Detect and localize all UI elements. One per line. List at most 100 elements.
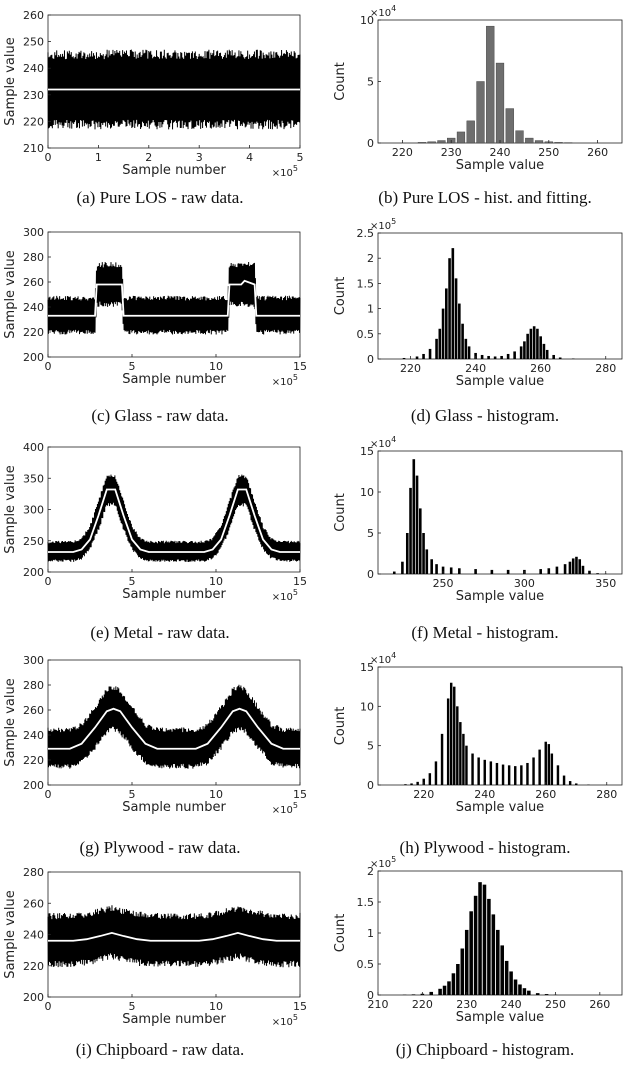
histogram-bar <box>544 741 547 785</box>
histogram-bar <box>544 994 549 995</box>
histogram-bar <box>501 764 505 785</box>
histogram-bar <box>513 979 518 995</box>
histogram-bar <box>575 783 578 785</box>
y-tick-label: 230 <box>23 89 44 102</box>
y-tick-label: 400 <box>23 441 44 454</box>
mean-line <box>48 279 300 317</box>
histogram-bar <box>404 784 407 785</box>
histogram-bar <box>525 137 534 144</box>
histogram-bar <box>456 706 459 785</box>
histogram-bar <box>456 964 460 995</box>
histogram-bar <box>435 564 438 574</box>
histogram-bar <box>532 326 536 359</box>
y-axis-label: Count <box>333 493 348 532</box>
x-tick-label: 4 <box>246 151 253 164</box>
histogram-bar <box>474 352 477 359</box>
y-tick-label: 10 <box>360 486 374 499</box>
y-tick-label: 1.5 <box>357 896 375 909</box>
x-tick-label: 0 <box>45 788 52 801</box>
x-tick-label: 300 <box>514 577 535 590</box>
histogram-bar <box>392 571 396 574</box>
histogram-bar <box>410 783 413 785</box>
caption-h: (h) Plywood - histogram. <box>399 838 571 857</box>
x-tick-label: 250 <box>538 146 559 159</box>
histogram-bar <box>571 558 575 574</box>
caption-g: (g) Plywood - raw data. <box>79 838 241 857</box>
y-exponent-label: ×104 <box>370 4 396 19</box>
y-axis-label: Count <box>333 707 348 746</box>
histogram-bar <box>458 568 461 574</box>
y-tick-label: 260 <box>23 704 44 717</box>
histogram-bar <box>519 346 523 359</box>
x-tick-label: 15 <box>293 1000 307 1013</box>
histogram-bar <box>476 81 485 144</box>
histogram-bar <box>478 882 482 995</box>
histogram-bar <box>532 757 535 785</box>
histogram-bar <box>493 356 497 359</box>
x-tick-label: 260 <box>587 146 608 159</box>
x-axis-label: Sample number <box>122 1012 226 1027</box>
histogram-bar <box>526 762 529 785</box>
y-tick-label: 220 <box>23 115 44 128</box>
y-axis-label: Sample value <box>3 890 18 978</box>
y-tick-label: 0.5 <box>357 328 375 341</box>
histogram-bar <box>480 354 484 359</box>
histogram-bar <box>425 549 429 574</box>
histogram-bar <box>522 988 527 995</box>
histogram-bar <box>578 559 582 574</box>
histogram-bar <box>446 698 450 785</box>
histogram-bar <box>417 142 427 144</box>
histogram-bar <box>434 761 438 785</box>
y-tick-label: 1 <box>367 927 374 940</box>
y-tick-label: 240 <box>23 62 44 75</box>
histogram-bar <box>415 356 419 359</box>
histogram-bar <box>483 759 486 785</box>
histogram-bar <box>449 682 453 785</box>
histogram-bar <box>500 945 504 995</box>
y-axis-label: Count <box>333 914 348 953</box>
histogram-bar <box>588 570 591 574</box>
chart-a: 0 1 2 3 4 5 210 220 230 240 250 260 Sample number Sam… <box>3 9 304 179</box>
y-tick-label: 250 <box>23 36 44 49</box>
x-tick-label: 5 <box>297 151 304 164</box>
y-tick-label: 300 <box>23 654 44 667</box>
y-exponent-label: ×104 <box>370 651 396 666</box>
histogram-bar <box>422 353 425 359</box>
x-axis-label: Sample number <box>122 800 226 815</box>
histogram-bar <box>562 775 566 785</box>
y-tick-label: 280 <box>23 251 44 264</box>
x-tick-label: 0 <box>45 1000 52 1013</box>
histogram-bar <box>418 508 422 574</box>
y-axis-label: Count <box>333 277 348 316</box>
plot-frame <box>377 450 623 575</box>
caption-f: (f) Metal - histogram. <box>411 623 559 642</box>
y-tick-label: 0 <box>367 779 374 792</box>
y-axis-label: Sample value <box>3 250 18 338</box>
histogram-bar <box>535 993 540 995</box>
y-tick-label: 2.5 <box>357 227 375 240</box>
histogram-bar <box>509 971 513 995</box>
x-tick-label: 240 <box>474 788 495 801</box>
histogram-bar <box>495 762 499 785</box>
x-tick-label: 350 <box>595 577 616 590</box>
histogram-bar <box>534 140 544 144</box>
y-tick-label: 5 <box>367 76 374 89</box>
histogram-bar <box>518 984 522 995</box>
y-axis-label: Sample value <box>3 678 18 766</box>
x-tick-label: 220 <box>392 146 413 159</box>
x-tick-label: 15 <box>293 360 307 373</box>
y-tick-label: 0 <box>367 137 374 150</box>
x-exponent-label: ×105 <box>272 373 298 388</box>
chart-c: 0 5 10 15 200 220 240 260 280 300 Sample number Sam… <box>3 226 307 388</box>
histogram-bar <box>487 898 491 995</box>
x-exponent-label: ×105 <box>272 588 298 603</box>
histogram-bar <box>451 973 456 995</box>
histogram-bar <box>429 991 434 995</box>
histogram-bar <box>515 130 524 144</box>
y-tick-label: 2 <box>367 865 374 878</box>
histogram-bar <box>536 328 539 359</box>
x-exponent-label: ×105 <box>272 801 298 816</box>
y-tick-label: 200 <box>23 566 44 579</box>
y-tick-label: 15 <box>360 445 374 458</box>
y-tick-label: 220 <box>23 326 44 339</box>
